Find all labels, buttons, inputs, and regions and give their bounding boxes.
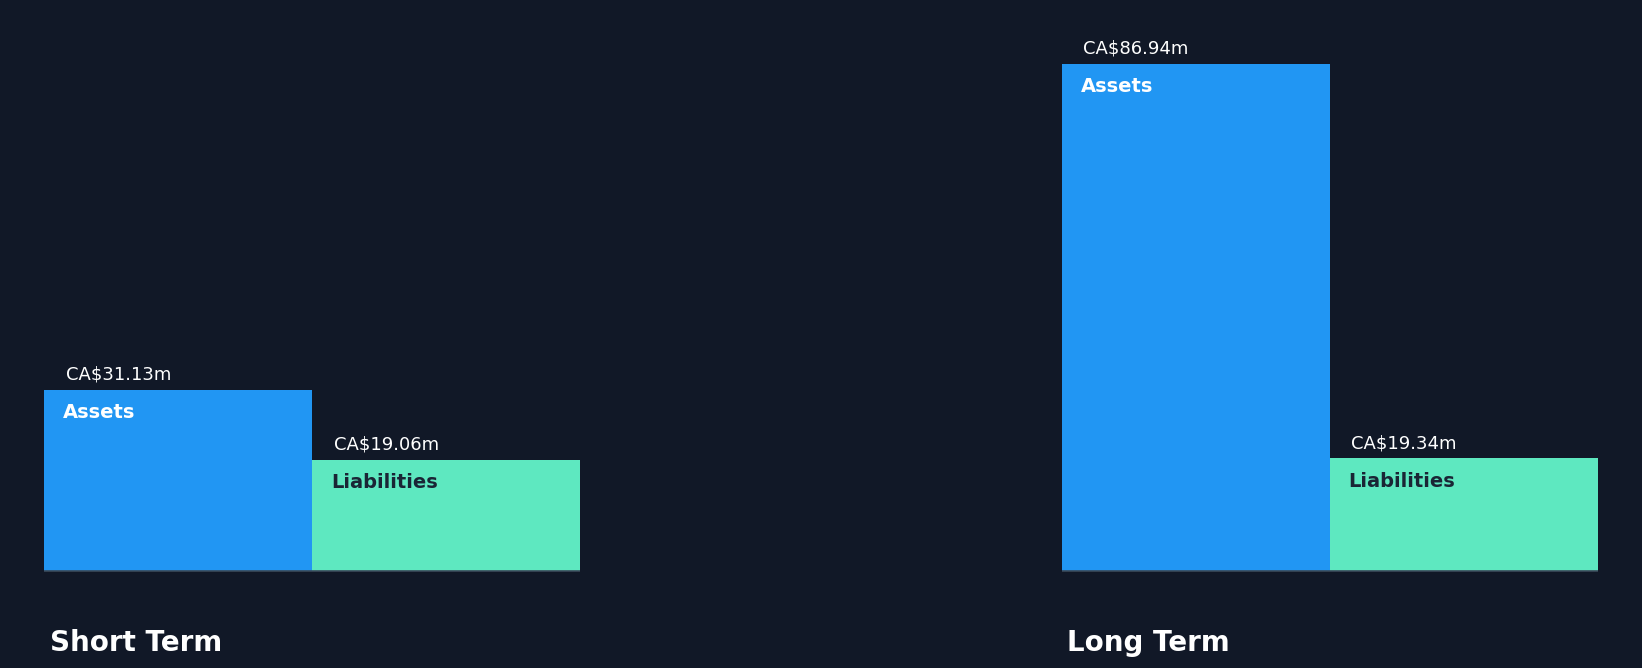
- Bar: [1330, 458, 1598, 571]
- Text: Liabilities: Liabilities: [1348, 472, 1455, 490]
- Bar: [1062, 64, 1330, 571]
- Text: Long Term: Long Term: [1067, 629, 1230, 657]
- Bar: [312, 460, 580, 571]
- Text: CA$31.13m: CA$31.13m: [66, 365, 171, 383]
- Text: Short Term: Short Term: [49, 629, 222, 657]
- Text: CA$19.34m: CA$19.34m: [1351, 434, 1456, 452]
- Text: CA$86.94m: CA$86.94m: [1084, 39, 1189, 57]
- Bar: [44, 389, 312, 571]
- Text: Assets: Assets: [1080, 77, 1153, 96]
- Text: Liabilities: Liabilities: [332, 473, 438, 492]
- Text: Assets: Assets: [62, 403, 135, 422]
- Text: CA$19.06m: CA$19.06m: [333, 436, 438, 454]
